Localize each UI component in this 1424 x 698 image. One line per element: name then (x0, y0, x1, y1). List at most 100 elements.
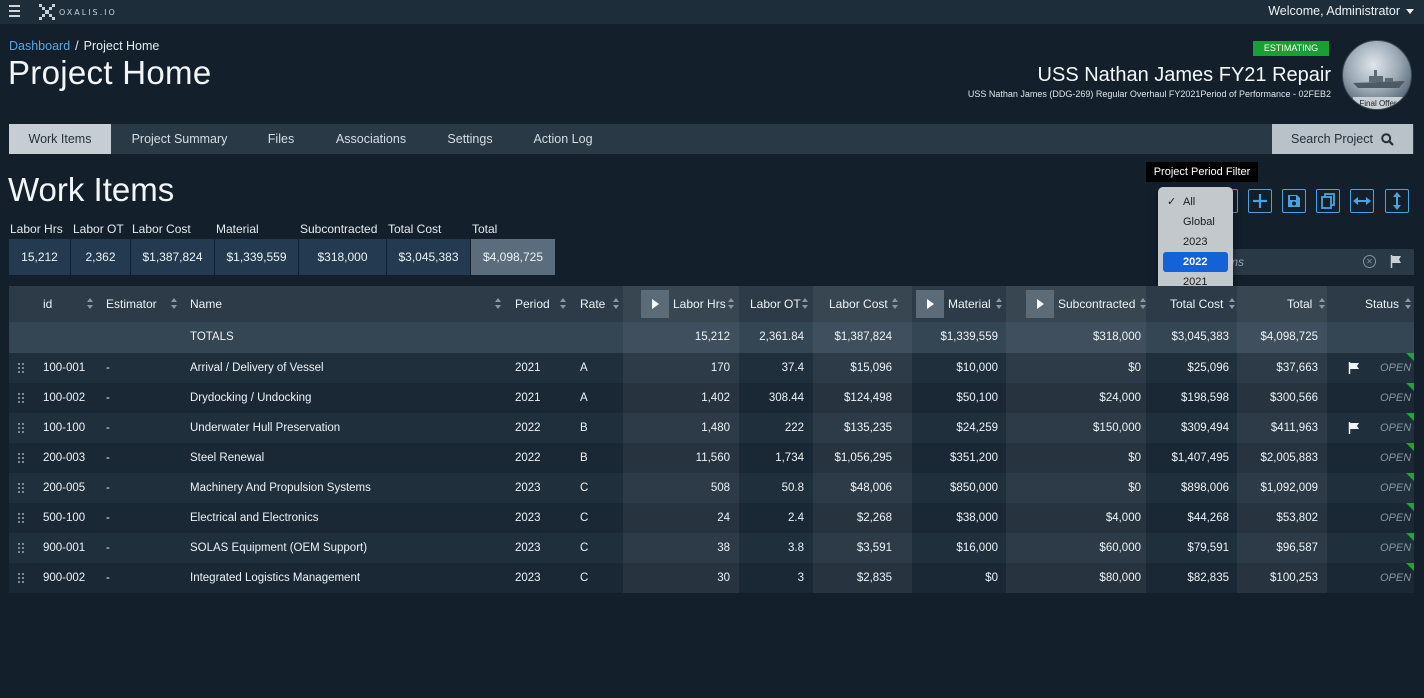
menu-icon[interactable] (9, 5, 20, 17)
cell-material: $0 (985, 572, 998, 584)
summary-value-total-cost: $3,045,383 (387, 239, 470, 275)
period-option-2021[interactable]: 2021 (1183, 276, 1208, 288)
sort-icon[interactable] (728, 298, 735, 310)
cell-id: 200-005 (43, 482, 86, 494)
tab-work-items[interactable]: Work Items (9, 124, 111, 154)
period-option-2023[interactable]: 2023 (1183, 236, 1208, 248)
column-header-material[interactable]: Material (948, 297, 991, 311)
drag-handle-icon[interactable] (18, 483, 26, 493)
tab-action-log[interactable]: Action Log (533, 132, 593, 146)
cell-rate: A (580, 392, 588, 404)
summary-label-labor-hrs: Labor Hrs (10, 222, 63, 236)
sort-icon[interactable] (892, 298, 899, 310)
table-row[interactable]: 900-002 - Integrated Logistics Management 2… (9, 563, 1414, 593)
avatar-label: Final Offer (1353, 97, 1403, 109)
drag-handle-icon[interactable] (18, 363, 26, 373)
drag-handle-icon[interactable] (18, 573, 26, 583)
search-project-button[interactable]: Search Project (1272, 124, 1413, 154)
column-header-estimator[interactable]: Estimator (106, 297, 157, 311)
user-menu[interactable]: Welcome, Administrator (1268, 4, 1414, 18)
ship-icon (1353, 70, 1405, 88)
sort-icon[interactable] (1319, 298, 1326, 310)
sort-icon[interactable] (996, 298, 1003, 310)
table-row[interactable]: 100-001 - Arrival / Delivery of Vessel 2021… (9, 353, 1414, 383)
flag-icon[interactable] (1348, 422, 1360, 434)
cell-total: $411,963 (1270, 422, 1318, 434)
column-header-name[interactable]: Name (190, 297, 223, 311)
cell-name[interactable]: Drydocking / Undocking (190, 392, 312, 404)
column-header-labor-cost[interactable]: Labor Cost (829, 297, 888, 311)
sort-icon[interactable] (1140, 298, 1147, 310)
drag-handle-icon[interactable] (18, 393, 26, 403)
column-header-total[interactable]: Total (1287, 297, 1313, 311)
column-header-labor-ot[interactable]: Labor OT (750, 297, 801, 311)
table-row[interactable]: 100-002 - Drydocking / Undocking 2021 A 1,402… (9, 383, 1414, 413)
cell-labor-ot: 222 (784, 422, 804, 434)
column-header-total-cost[interactable]: Total Cost (1170, 297, 1224, 311)
sort-icon[interactable] (87, 298, 94, 310)
sort-icon[interactable] (613, 298, 620, 310)
drag-handle-icon[interactable] (18, 453, 26, 463)
app-logo[interactable]: OXALIS.IO (38, 3, 117, 21)
cell-labor-cost: $48,006 (850, 482, 892, 494)
sort-icon[interactable] (171, 298, 178, 310)
cell-labor-ot: 37.4 (781, 362, 804, 374)
expand-material-button[interactable] (916, 290, 944, 318)
search-icon (1381, 132, 1394, 146)
save-icon[interactable] (1282, 189, 1306, 213)
expand-subcontracted-button[interactable] (1026, 290, 1054, 318)
project-avatar[interactable]: Final Offer (1342, 40, 1412, 110)
sort-icon[interactable] (560, 298, 567, 310)
clear-search-icon[interactable]: ✕ (1363, 255, 1376, 268)
drag-handle-icon[interactable] (18, 423, 26, 433)
cell-labor-hrs: 1,402 (701, 392, 730, 404)
table-row[interactable]: 200-003 - Steel Renewal 2022 B 11,560 1,734 $1,… (9, 443, 1414, 473)
sort-icon[interactable] (1405, 298, 1412, 310)
table-row[interactable]: 500-100 - Electrical and Electronics 2023 C 2… (9, 503, 1414, 533)
flag-filter-icon[interactable] (1390, 255, 1402, 268)
cell-name[interactable]: Underwater Hull Preservation (190, 422, 341, 434)
cell-name[interactable]: Electrical and Electronics (190, 512, 319, 524)
cell-name[interactable]: Machinery And Propulsion Systems (190, 482, 371, 494)
copy-icon[interactable] (1316, 189, 1340, 213)
tab-project-summary[interactable]: Project Summary (131, 132, 228, 146)
flag-icon[interactable] (1348, 362, 1360, 374)
expand-rows-icon[interactable] (1385, 189, 1409, 213)
column-header-rate[interactable]: Rate (580, 297, 606, 311)
drag-handle-icon[interactable] (18, 543, 26, 553)
cell-status: OPEN (1380, 482, 1412, 494)
drag-handle-icon[interactable] (18, 513, 26, 523)
cell-name[interactable]: SOLAS Equipment (OEM Support) (190, 542, 368, 554)
breadcrumb-dashboard-link[interactable]: Dashboard (9, 39, 71, 53)
tab-settings[interactable]: Settings (447, 132, 493, 146)
column-header-id[interactable]: id (43, 297, 53, 311)
period-option-all[interactable]: ✓ All (1158, 192, 1233, 212)
cell-name[interactable]: Steel Renewal (190, 452, 265, 464)
cell-rate: C (580, 572, 589, 584)
sort-icon[interactable] (802, 298, 809, 310)
cell-rate: A (580, 362, 588, 374)
table-row[interactable]: 100-100 - Underwater Hull Preservation 2022… (9, 413, 1414, 443)
expand-columns-icon[interactable] (1350, 189, 1374, 213)
cell-id: 200-003 (43, 452, 86, 464)
table-row[interactable]: 900-001 - SOLAS Equipment (OEM Support) 202… (9, 533, 1414, 563)
table-row[interactable]: 200-005 - Machinery And Propulsion Systems… (9, 473, 1414, 503)
column-header-status[interactable]: Status (1365, 297, 1400, 311)
add-icon[interactable] (1248, 189, 1272, 213)
column-header-subcontracted[interactable]: Subcontracted (1058, 297, 1136, 311)
period-option-global[interactable]: Global (1183, 216, 1215, 228)
expand-labor-button[interactable] (641, 290, 669, 318)
sort-icon[interactable] (495, 298, 502, 310)
column-header-labor-hrs[interactable]: Labor Hrs (673, 297, 726, 311)
cell-total: $96,587 (1276, 542, 1318, 554)
cell-name[interactable]: Integrated Logistics Management (190, 572, 361, 584)
cell-total-cost: $898,006 (1181, 482, 1229, 494)
sort-icon[interactable] (1229, 298, 1236, 310)
tab-files[interactable]: Files (267, 132, 295, 146)
period-filter-dropdown[interactable]: ✓ All Global 2023 2022 2021 (1158, 187, 1233, 296)
column-header-period[interactable]: Period (515, 297, 550, 311)
period-option-2022[interactable]: 2022 (1163, 252, 1228, 272)
cell-name[interactable]: Arrival / Delivery of Vessel (190, 362, 324, 374)
tab-associations[interactable]: Associations (335, 132, 407, 146)
cell-material: $24,259 (956, 422, 998, 434)
